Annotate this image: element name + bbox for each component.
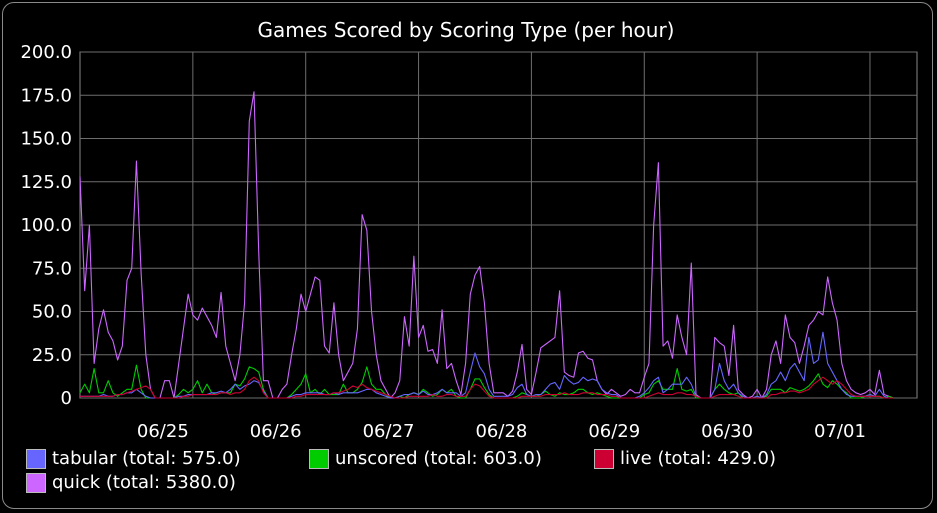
legend-swatch-quick [26, 472, 46, 493]
legend-swatch-unscored [309, 448, 329, 469]
legend-swatch-tabular [26, 448, 46, 469]
series-line-tabular [80, 331, 894, 399]
y-tick-label: 50.0 [32, 302, 72, 323]
legend-item-quick: quick (total: 5380.0) [26, 472, 236, 493]
legend: tabular (total: 575.0) unscored (total: … [26, 448, 906, 498]
x-axis: 06/25 06/26 06/27 06/28 06/29 06/30 07/01 [137, 421, 866, 442]
legend-label-quick: quick (total: 5380.0) [52, 472, 236, 493]
y-tick-label: 125.0 [20, 172, 72, 193]
grid [79, 51, 918, 399]
x-tick-label: 07/01 [814, 421, 866, 442]
x-tick-label: 06/27 [363, 421, 415, 442]
legend-label-unscored: unscored (total: 603.0) [335, 448, 542, 469]
y-tick-label: 150.0 [20, 129, 72, 150]
legend-label-live: live (total: 429.0) [620, 448, 776, 469]
y-tick-label: 200.0 [20, 42, 72, 63]
y-axis: 0 25.0 50.0 75.0 100.0 125.0 150.0 175.0 200.0 [20, 42, 72, 409]
chart-title: Games Scored by Scoring Type (per hour) [257, 18, 674, 42]
x-tick-label: 06/28 [475, 421, 527, 442]
legend-item-unscored: unscored (total: 603.0) [309, 448, 542, 469]
y-tick-label: 25.0 [32, 345, 72, 366]
legend-label-tabular: tabular (total: 575.0) [52, 448, 241, 469]
x-tick-label: 06/25 [137, 421, 189, 442]
x-tick-label: 06/26 [250, 421, 302, 442]
x-tick-label: 06/29 [588, 421, 640, 442]
series-line-live [80, 376, 894, 399]
y-tick-label: 175.0 [20, 85, 72, 106]
y-tick-label: 75.0 [32, 258, 72, 279]
y-tick-label: 100.0 [20, 215, 72, 236]
y-tick-label: 0 [61, 388, 72, 409]
legend-item-tabular: tabular (total: 575.0) [26, 448, 241, 469]
legend-item-live: live (total: 429.0) [594, 448, 776, 469]
series-line-quick [79, 91, 894, 399]
x-tick-label: 06/30 [701, 421, 753, 442]
series-group [79, 91, 894, 399]
legend-swatch-live [594, 448, 614, 469]
